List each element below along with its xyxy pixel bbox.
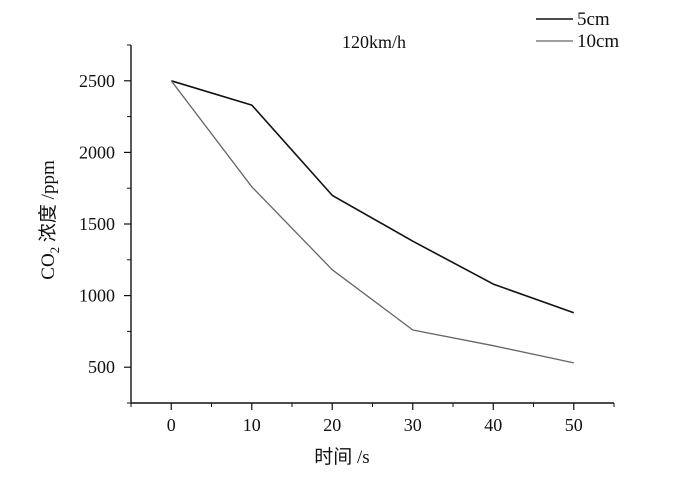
y-axis-label-subscript: 2 <box>47 247 62 254</box>
x-tick-label: 20 <box>323 415 341 435</box>
x-tick-label: 40 <box>484 415 502 435</box>
x-tick-label: 50 <box>565 415 583 435</box>
y-tick-label: 1500 <box>79 214 115 234</box>
axes <box>130 45 614 404</box>
x-tick-label: 10 <box>243 415 261 435</box>
x-axis-label: 时间 /s <box>314 446 369 468</box>
y-tick-label: 2000 <box>79 142 115 162</box>
legend-label-5cm: 5cm <box>577 9 610 30</box>
x-tick-label: 0 <box>167 415 176 435</box>
y-tick-label: 500 <box>88 357 115 377</box>
series-line-10cm <box>170 80 574 364</box>
y-tick-label: 2500 <box>79 71 115 91</box>
y-axis-label-rest: 浓度 /ppm <box>37 160 59 247</box>
ticks: 0 10 20 30 40 50 500 1000 1500 2000 2500 <box>79 44 615 435</box>
series-layer <box>170 80 575 364</box>
y-tick-label: 1000 <box>79 286 115 306</box>
chart-title: 120km/h <box>342 32 406 52</box>
y-axis-label: CO2 浓度 /ppm <box>37 160 62 280</box>
y-axis-label-main: CO <box>38 253 59 279</box>
legend-label-10cm: 10cm <box>577 31 619 52</box>
x-tick-label: 30 <box>404 415 422 435</box>
series-line-5cm <box>171 80 575 314</box>
